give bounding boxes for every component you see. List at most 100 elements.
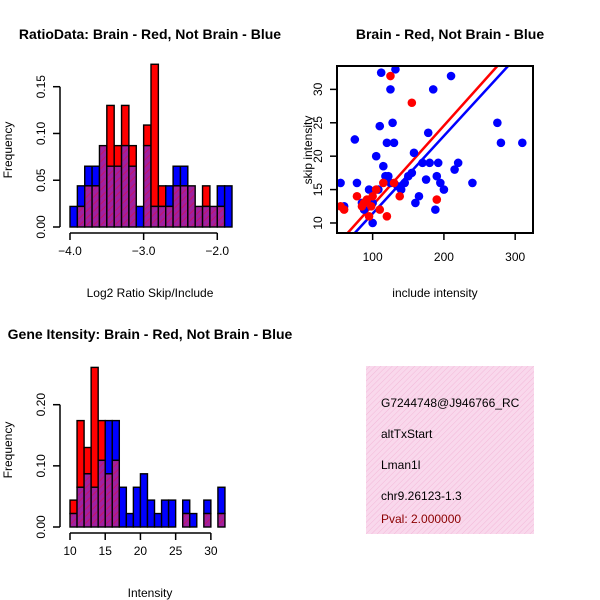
not-brain-point-20 — [389, 138, 399, 148]
brain-point-1 — [339, 205, 349, 214]
brain-point-9 — [371, 185, 381, 194]
brain-point-14 — [389, 178, 399, 188]
scatter-ylabel: skip intensity — [301, 116, 315, 185]
brain-bar-10 — [142, 124, 152, 147]
not-brain-bar-5 — [104, 419, 113, 475]
y-tick-label: 20 — [311, 149, 325, 163]
not-brain-point-3 — [352, 178, 362, 188]
not-brain-bar-12 — [153, 512, 163, 528]
not-brain-point-12 — [376, 68, 386, 77]
not-brain-point-7 — [368, 218, 377, 228]
not-brain-point-41 — [450, 165, 459, 174]
x-tick-label: 300 — [505, 250, 525, 264]
overlap-hatch-19 — [210, 207, 217, 226]
brain-bar-1 — [76, 419, 85, 488]
x-tick-label: 15 — [99, 544, 113, 558]
not-brain-point-18 — [386, 85, 395, 94]
y-tick-label: 0.10 — [34, 121, 48, 145]
not-brain-point-2 — [350, 135, 360, 144]
scatter-title: Brain - Red, Not Brain - Blue — [356, 26, 544, 42]
not-brain-point-42 — [453, 158, 463, 168]
overlap-hatch-6 — [115, 167, 121, 226]
overlap-hatch-10 — [144, 146, 150, 226]
intensity-scatter: Brain - Red, Not Brain - Blue 10 15 20 25 30… — [301, 26, 544, 300]
not-brain-point-29 — [414, 191, 424, 201]
overlap-hatch-3 — [92, 488, 98, 526]
y-tick-label: 0.00 — [34, 515, 48, 539]
info-line-probe: G7244748@J946766_RC — [381, 396, 520, 410]
overlap-hatch-3 — [93, 186, 99, 226]
overlap-hatch-19 — [204, 514, 210, 526]
not-brain-point-44 — [493, 118, 502, 128]
y-tick-label: 25 — [311, 116, 325, 130]
not-brain-bar-9 — [132, 486, 142, 528]
not-brain-point-34 — [428, 85, 438, 94]
not-brain-bar-8 — [125, 512, 135, 528]
brain-bar-2 — [83, 446, 92, 475]
y-tick-label: 0.15 — [34, 75, 48, 99]
intensity-histogram: Gene Itensity: Brain - Red, Not Brain - … — [1, 326, 293, 600]
brain-bar-12 — [157, 185, 167, 208]
overlap-hatch-20 — [218, 207, 224, 226]
not-brain-point-37 — [433, 158, 443, 168]
not-brain-point-36 — [432, 171, 442, 181]
overlap-hatch-5 — [106, 474, 112, 526]
ratio-hist-xlabel: Log2 Ratio Skip/Include — [87, 286, 214, 300]
brain-point-13 — [386, 71, 395, 81]
not-brain-point-31 — [421, 175, 431, 184]
x-tick-label: −3.0 — [132, 244, 156, 258]
ratio-histogram: RatioData: Brain - Red, Not Brain - Blue… — [1, 26, 281, 300]
y-tick-label: 0.20 — [34, 393, 48, 417]
not-brain-bar-11 — [146, 499, 156, 528]
brain-point-17 — [432, 195, 442, 204]
overlap-hatch-4 — [99, 461, 105, 526]
overlap-hatch-8 — [129, 167, 136, 226]
brain-bar-6 — [113, 144, 123, 167]
not-brain-point-11 — [375, 121, 385, 131]
overlap-hatch-2 — [85, 474, 91, 526]
intensity-hist-ylabel: Frequency — [1, 422, 15, 479]
not-brain-point-15 — [382, 138, 392, 148]
x-tick-label: −2.0 — [205, 244, 229, 258]
x-tick-label: −4.0 — [58, 244, 82, 258]
overlap-hatch-11 — [152, 207, 158, 226]
not-brain-bar-6 — [111, 419, 121, 462]
scatter-xlabel: include intensity — [392, 286, 477, 300]
intensity-hist-y-axis: 0.00 0.10 0.20 — [34, 393, 61, 539]
overlap-hatch-18 — [203, 207, 209, 226]
overlap-hatch-1 — [78, 488, 84, 526]
overlap-hatch-4 — [100, 146, 106, 226]
brain-point-12 — [382, 212, 392, 221]
not-brain-bar-20 — [216, 185, 226, 208]
ratio-hist-bars — [69, 63, 233, 228]
info-line-gene: Lman1l — [381, 458, 420, 472]
not-brain-fit-line — [353, 66, 509, 233]
not-brain-point-30 — [418, 158, 427, 168]
x-tick-label: 20 — [134, 544, 148, 558]
brain-point-11 — [379, 178, 388, 188]
not-brain-point-9 — [371, 151, 381, 161]
not-brain-point-28 — [411, 198, 420, 208]
scatter-points — [337, 66, 527, 228]
not-brain-point-6 — [364, 185, 374, 194]
brain-bar-5 — [106, 104, 115, 167]
y-tick-label: 30 — [311, 82, 325, 96]
overlap-hatch-14 — [174, 186, 180, 226]
x-tick-label: 200 — [434, 250, 454, 264]
overlap-hatch-5 — [107, 167, 114, 226]
not-brain-point-0 — [337, 178, 345, 188]
overlap-hatch-16 — [183, 514, 189, 526]
not-brain-point-32 — [423, 128, 433, 138]
y-tick-label: 0.00 — [34, 215, 48, 239]
not-brain-bar-16 — [181, 499, 191, 515]
y-tick-label: 0.05 — [34, 168, 48, 192]
info-panel: G7244748@J946766_RC altTxStart Lman1l ch… — [366, 366, 534, 534]
not-brain-point-21 — [391, 66, 400, 74]
ratio-hist-y-axis: 0.00 0.05 0.10 0.15 — [34, 75, 61, 239]
brain-bar-8 — [128, 144, 137, 167]
not-brain-point-38 — [436, 178, 445, 188]
y-tick-label: 15 — [311, 183, 325, 197]
not-brain-point-40 — [446, 71, 456, 81]
not-brain-point-13 — [379, 161, 388, 171]
overlap-hatch-13 — [166, 207, 173, 226]
